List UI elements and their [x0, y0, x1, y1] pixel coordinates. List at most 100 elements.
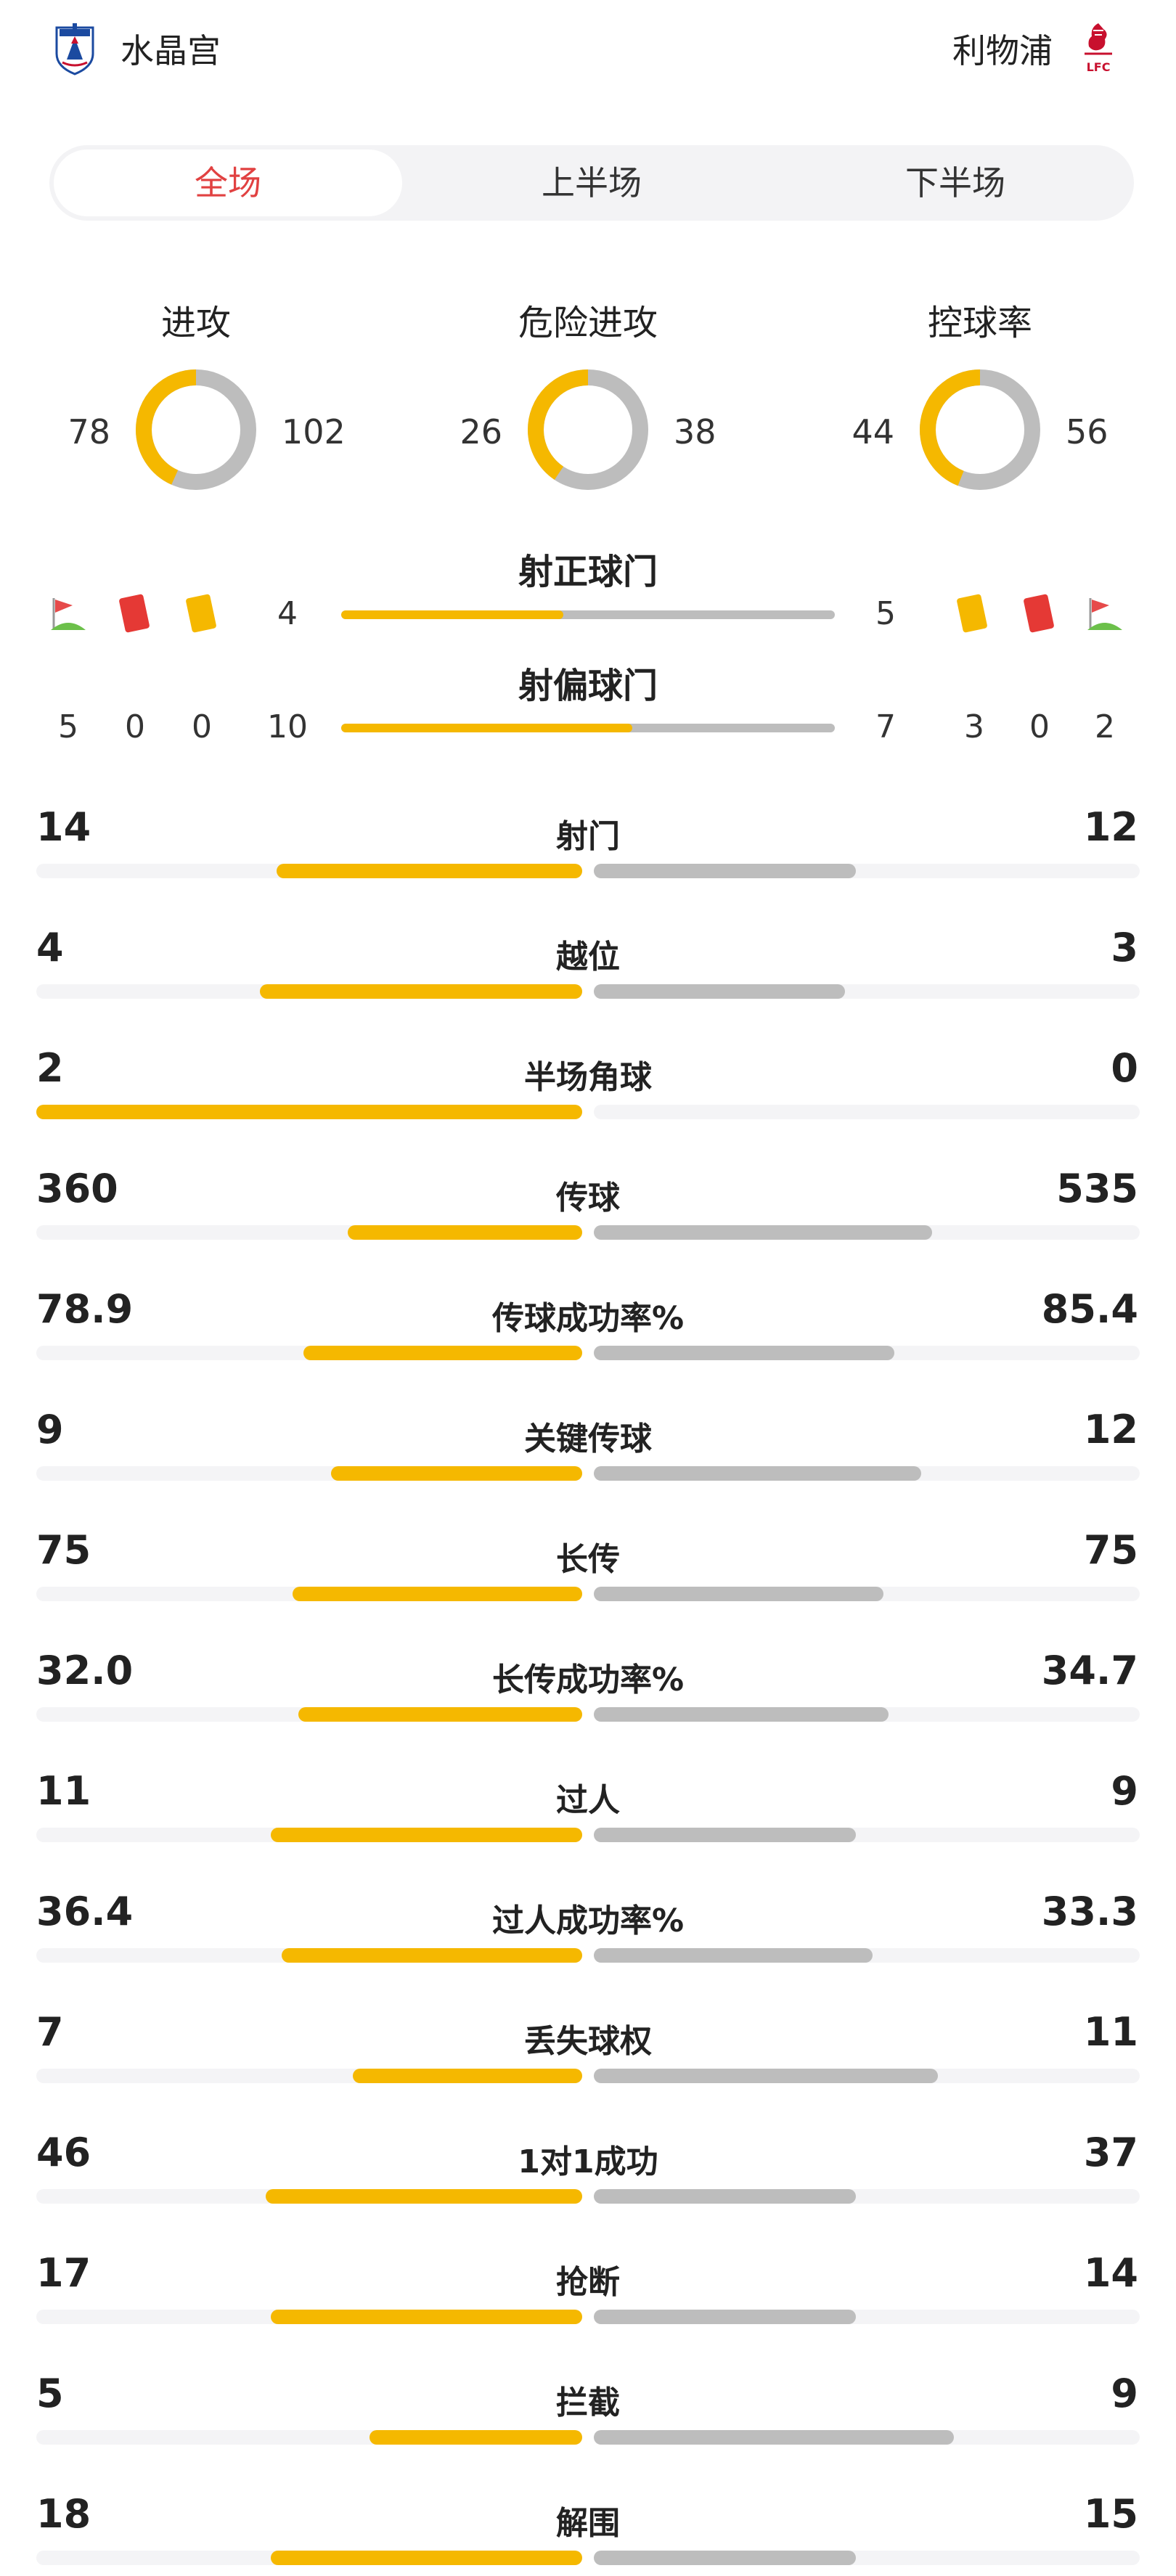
stat-home-bar: [282, 1948, 582, 1963]
away-team-name: 利物浦: [952, 31, 1053, 70]
stat-home-value: 7: [36, 2009, 64, 2055]
home-corners-count: 5: [58, 708, 78, 745]
away-shots-off-target: 7: [875, 708, 896, 745]
stat-away-track: [594, 1105, 1140, 1119]
shots-off-target-home-fill: [341, 724, 633, 732]
away-yellow-card-icon: [954, 592, 992, 638]
stat-label: 射门: [556, 818, 620, 855]
stat-away-value: 9: [1111, 2371, 1138, 2416]
stat-home-bar: [293, 1587, 582, 1601]
donut-title: 危险进攻: [518, 303, 658, 343]
stat-away-value: 33.3: [1041, 1889, 1138, 1934]
period-tabs: 全场 上半场 下半场: [49, 145, 1134, 221]
donut-away-value: 56: [1066, 412, 1108, 451]
stat-home-value: 2: [36, 1045, 64, 1091]
stat-away-bar: [594, 1225, 932, 1240]
stat-home-bar: [277, 864, 582, 878]
stat-away-bar: [594, 1587, 883, 1601]
stat-label: 长传: [556, 1541, 620, 1578]
stat-away-value: 12: [1083, 804, 1138, 850]
home-shots-on-target: 4: [277, 595, 298, 632]
stat-away-value: 0: [1111, 1045, 1138, 1091]
away-yellow-cards-count: 3: [964, 708, 984, 745]
stat-away-bar: [594, 2189, 856, 2204]
donut-home-arc: [920, 369, 1040, 490]
home-shots-off-target: 10: [267, 708, 308, 745]
stat-home-bar: [271, 2551, 582, 2565]
away-corner-flag-icon: [1085, 594, 1125, 637]
stat-label: 传球: [556, 1179, 620, 1217]
stat-label: 抢断: [556, 2264, 620, 2301]
stat-home-value: 36.4: [36, 1889, 134, 1934]
stat-home-bar: [271, 2310, 582, 2324]
donut-home-value: 44: [852, 412, 894, 451]
stat-away-bar: [594, 2430, 954, 2445]
stat-label: 半场角球: [524, 1059, 652, 1096]
stat-home-bar: [271, 1828, 582, 1842]
donut-title: 控球率: [927, 303, 1032, 343]
stat-away-value: 37: [1083, 2130, 1138, 2175]
donut-home-value: 78: [68, 412, 110, 451]
stat-away-value: 34.7: [1041, 1648, 1138, 1693]
stat-home-value: 4: [36, 925, 64, 970]
home-team-name: 水晶宫: [121, 31, 221, 70]
stat-label: 1对1成功: [518, 2143, 658, 2180]
shots-on-target-label: 射正球门: [518, 552, 658, 592]
tab-full-match[interactable]: 全场: [54, 150, 402, 216]
stat-label: 长传成功率%: [491, 1661, 685, 1698]
stat-away-value: 9: [1111, 1768, 1138, 1814]
stat-away-bar: [594, 1466, 921, 1481]
stat-home-bar: [348, 1225, 582, 1240]
home-yellow-cards-count: 0: [192, 708, 212, 745]
stat-label: 丢失球权: [524, 2023, 652, 2060]
home-red-card-icon: [116, 592, 154, 638]
stat-home-value: 17: [36, 2250, 91, 2296]
stat-label: 过人: [556, 1782, 620, 1819]
stat-label: 解围: [556, 2505, 620, 2542]
stat-home-bar: [331, 1466, 582, 1481]
donut-title: 进攻: [160, 303, 231, 343]
stat-home-value: 360: [36, 1166, 118, 1211]
stat-away-bar: [594, 984, 845, 999]
stat-away-bar: [594, 1948, 873, 1963]
home-team-logo: [52, 22, 97, 75]
stat-home-bar: [36, 1105, 582, 1119]
donut-home-value: 26: [460, 412, 502, 451]
stat-home-value: 18: [36, 2491, 91, 2537]
stat-away-bar: [594, 1346, 894, 1360]
away-corners-count: 2: [1095, 708, 1115, 745]
stat-away-value: 15: [1083, 2491, 1138, 2537]
tab-first-half[interactable]: 上半场: [542, 163, 642, 203]
stat-away-bar: [594, 1828, 856, 1842]
stat-home-value: 32.0: [36, 1648, 134, 1693]
stat-label: 过人成功率%: [491, 1902, 685, 1939]
tab-second-half[interactable]: 下半场: [905, 163, 1005, 203]
stat-away-bar: [594, 2310, 856, 2324]
stat-home-bar: [369, 2430, 582, 2445]
stat-home-value: 14: [36, 804, 91, 850]
donut-ring: [920, 369, 1040, 490]
crystal-palace-crest-icon: [55, 23, 94, 75]
shots-off-target-bar: [341, 724, 835, 732]
stat-away-value: 85.4: [1041, 1286, 1138, 1332]
stat-home-value: 5: [36, 2371, 64, 2416]
stat-home-value: 75: [36, 1527, 91, 1573]
stat-away-value: 75: [1083, 1527, 1138, 1573]
stat-label: 拦截: [556, 2384, 620, 2421]
stat-away-bar: [594, 1707, 889, 1722]
shots-on-target-home-fill: [341, 610, 563, 619]
stat-home-bar: [266, 2189, 582, 2204]
stat-label: 传球成功率%: [491, 1300, 685, 1337]
donut-home-arc: [528, 369, 648, 490]
away-red-cards-count: 0: [1029, 708, 1050, 745]
home-corner-flag-icon: [48, 594, 89, 637]
away-team-logo: LFC: [1079, 20, 1118, 78]
stat-home-value: 78.9: [36, 1286, 134, 1332]
donut-away-value: 102: [282, 412, 346, 451]
stat-home-value: 11: [36, 1768, 91, 1814]
stat-home-value: 46: [36, 2130, 91, 2175]
stat-away-value: 535: [1056, 1166, 1138, 1211]
stat-home-bar: [353, 2069, 582, 2083]
stat-away-bar: [594, 864, 856, 878]
away-red-card-icon: [1021, 592, 1058, 638]
